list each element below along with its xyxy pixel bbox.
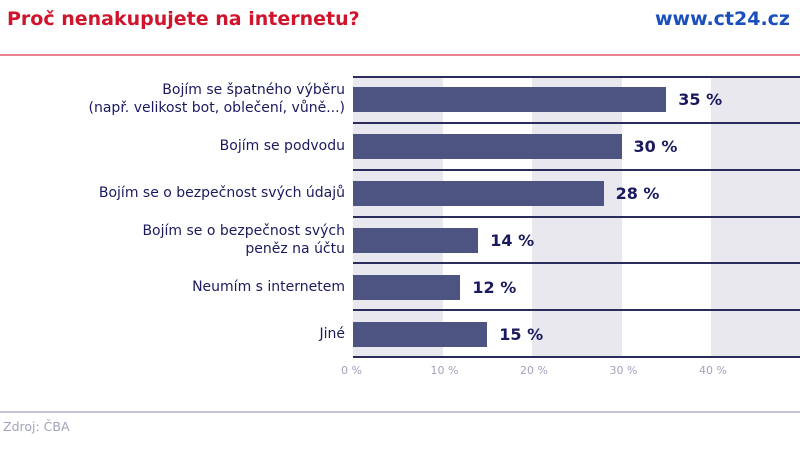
- category-label: Bojím se špatného výběru (např. velikost …: [89, 81, 345, 117]
- category-label: Bojím se podvodu: [220, 137, 345, 155]
- category-label-line: Bojím se špatného výběru: [162, 82, 345, 99]
- x-tick-label: 40 %: [699, 364, 727, 377]
- category-label: Bojím se o bezpečnost svých údajů: [99, 184, 345, 202]
- category-label-line: Bojím se o bezpečnost svých údajů: [98, 185, 345, 202]
- value-label: 30 %: [633, 137, 678, 157]
- category-label: Neumím s internetem: [192, 278, 345, 296]
- category-label-line: Bojím se o bezpečnost svých: [142, 222, 345, 239]
- x-tick-label: 30 %: [609, 364, 638, 377]
- brand-link[interactable]: www.ct24.cz: [655, 8, 790, 30]
- plot-area: 35 % 30 % 28 % 14 % 12 % 15 %: [353, 76, 800, 358]
- category-label: Jiné: [319, 325, 345, 343]
- category-label: Bojím se o bezpečnost svých peněz na účtu: [142, 222, 345, 258]
- row-divider: [353, 262, 800, 265]
- bar[interactable]: [353, 134, 622, 160]
- header-divider: [0, 54, 800, 56]
- row-divider: [353, 168, 800, 171]
- value-label: 28 %: [615, 184, 660, 204]
- value-label: 12 %: [472, 277, 517, 297]
- category-label-line: Neumím s internetem: [192, 278, 345, 295]
- bar[interactable]: [353, 87, 667, 113]
- x-axis-line: [353, 356, 800, 358]
- category-label-line: (např. velikost bot, oblečení, vůně...): [88, 100, 345, 117]
- category-label-line: Bojím se podvodu: [219, 138, 345, 155]
- x-tick-label: 0 %: [341, 364, 362, 377]
- bar[interactable]: [353, 227, 479, 253]
- x-tick-label: 10 %: [430, 364, 459, 377]
- value-label: 35 %: [678, 90, 723, 110]
- bar[interactable]: [353, 321, 488, 347]
- row-divider: [353, 215, 800, 218]
- row-divider: [353, 121, 800, 124]
- value-label: 14 %: [490, 230, 535, 250]
- footer-divider: [0, 411, 800, 413]
- row-divider: [353, 76, 800, 78]
- chart-title: Proč nenakupujete na internetu?: [7, 8, 360, 30]
- source-note: Zdroj: ČBA: [3, 419, 70, 434]
- bar[interactable]: [353, 274, 461, 300]
- category-label-line: peněz na účtu: [245, 240, 345, 257]
- category-label-line: Jiné: [319, 325, 345, 342]
- bar[interactable]: [353, 181, 604, 207]
- x-tick-label: 20 %: [520, 364, 548, 377]
- row-divider: [353, 309, 800, 312]
- value-label: 15 %: [499, 324, 544, 344]
